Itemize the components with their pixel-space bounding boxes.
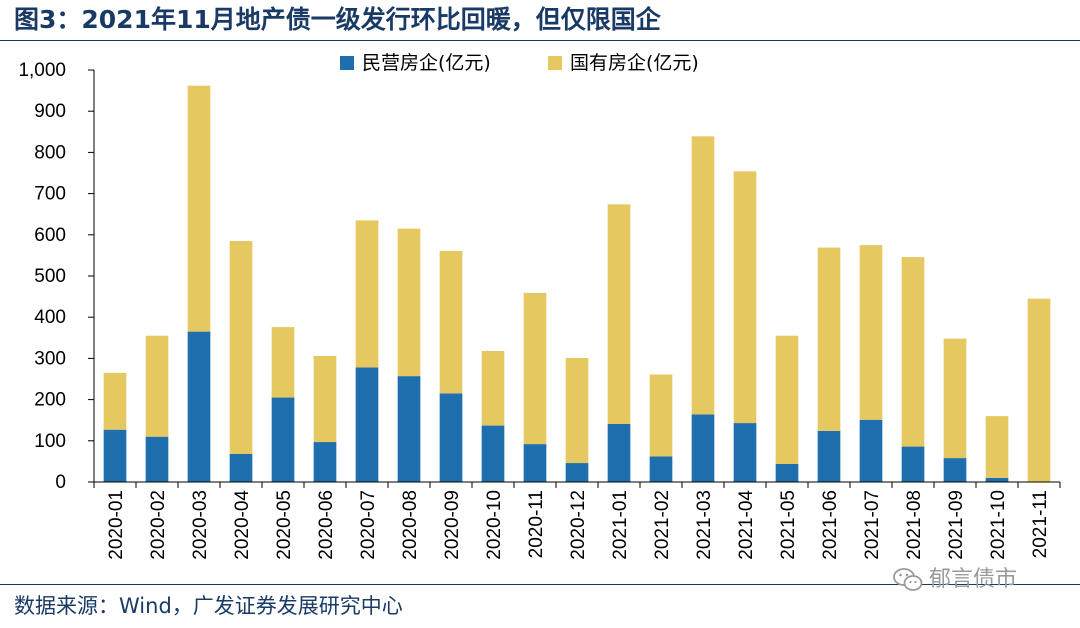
- x-tick-label: 2021-06: [820, 490, 841, 560]
- bar-segment-state-2020-06: [313, 355, 337, 443]
- legend-label-state: 国有房企(亿元): [570, 52, 699, 74]
- bar-segment-private-2021-03: [691, 414, 715, 482]
- bar-segment-private-2020-06: [313, 442, 337, 482]
- y-tick-label: 700: [34, 184, 66, 205]
- bar-segment-state-2021-09: [943, 338, 967, 459]
- bar-segment-state-2021-06: [817, 247, 841, 431]
- legend-label-private: 民营房企(亿元): [362, 52, 491, 74]
- bar-segment-private-2020-09: [439, 393, 463, 482]
- y-tick-label: 900: [34, 101, 66, 122]
- bar-segment-private-2020-11: [523, 444, 547, 482]
- bar-segment-state-2020-03: [187, 85, 211, 332]
- bar-segment-state-2020-01: [103, 372, 127, 430]
- x-tick-label: 2021-09: [946, 490, 967, 560]
- watermark: 郁言债市: [893, 560, 1017, 600]
- bar-segment-state-2020-11: [523, 292, 547, 445]
- y-tick-label: 1,000: [18, 60, 66, 81]
- footer-divider: [0, 584, 1080, 585]
- y-tick-label: 400: [34, 307, 66, 328]
- bar-segment-private-2021-09: [943, 458, 967, 482]
- title-divider: [0, 40, 1080, 41]
- bar-segment-state-2021-05: [775, 335, 799, 464]
- bar-segment-private-2020-05: [271, 397, 295, 482]
- bar-segment-private-2021-06: [817, 430, 841, 482]
- x-tick-label: 2020-03: [190, 490, 211, 560]
- bar-segment-private-2021-08: [901, 446, 925, 482]
- bar-segment-private-2020-03: [187, 331, 211, 482]
- bar-segment-private-2020-01: [103, 429, 127, 482]
- y-tick-label: 500: [34, 266, 66, 287]
- bar-segment-private-2021-02: [649, 456, 673, 482]
- x-axis: 2020-01 2020-02 2020-03 2020-04 2020-05 2020-…: [93, 481, 1061, 560]
- bar-segment-state-2021-07: [859, 245, 883, 420]
- y-tick-label: 600: [34, 225, 66, 246]
- x-tick-label: 2020-08: [400, 490, 421, 560]
- x-tick-label: 2020-02: [148, 490, 169, 560]
- bar-segment-private-2020-04: [229, 453, 253, 482]
- legend: 民营房企(亿元) 国有房企(亿元): [340, 52, 699, 74]
- x-tick-label: 2020-11: [526, 490, 547, 558]
- wechat-icon: [893, 568, 923, 591]
- bar-segment-state-2021-04: [733, 171, 757, 424]
- bar-segment-state-2020-08: [397, 228, 421, 377]
- x-tick-label: 2021-03: [694, 490, 715, 560]
- bar-segment-state-2020-09: [439, 250, 463, 394]
- bar-segment-state-2021-08: [901, 257, 925, 447]
- source-note: 数据来源：Wind，广发证券发展研究中心: [14, 594, 403, 618]
- bar-segment-state-2021-11: [1027, 298, 1051, 482]
- bar-segment-state-2020-10: [481, 350, 505, 426]
- x-tick-label: 2021-04: [736, 490, 757, 560]
- x-tick-label: 2021-02: [652, 490, 673, 560]
- x-tick-label: 2020-10: [484, 490, 505, 560]
- bar-segment-private-2021-01: [607, 423, 631, 482]
- bar-segment-private-2021-05: [775, 463, 799, 482]
- bar-segment-state-2020-02: [145, 335, 169, 437]
- legend-swatch-state: [548, 56, 562, 70]
- x-tick-label: 2021-10: [988, 490, 1009, 560]
- x-tick-label: 2020-04: [232, 490, 253, 560]
- bar-segment-private-2020-02: [145, 436, 169, 482]
- x-tick-label: 2020-01: [106, 490, 127, 560]
- bar-segment-state-2020-12: [565, 357, 589, 464]
- bar-segment-private-2020-07: [355, 367, 379, 482]
- x-tick-label: 2021-11: [1030, 490, 1051, 558]
- bar-segment-state-2020-05: [271, 327, 295, 398]
- bar-segment-state-2021-10: [985, 416, 1009, 478]
- watermark-text: 郁言债市: [929, 567, 1018, 592]
- bar-segment-state-2020-04: [229, 240, 253, 454]
- x-tick-label: 2020-06: [316, 490, 337, 560]
- x-tick-label: 2020-05: [274, 490, 295, 560]
- chart-title: 图3：2021年11月地产债一级发行环比回暖，但仅限国企: [14, 5, 661, 34]
- y-tick-label: 0: [55, 472, 66, 493]
- y-tick-label: 100: [34, 431, 66, 452]
- bars: [103, 85, 1051, 482]
- bar-segment-state-2021-02: [649, 374, 673, 457]
- y-tick-label: 300: [34, 348, 66, 369]
- x-tick-label: 2020-07: [358, 490, 379, 560]
- x-tick-label: 2021-05: [778, 490, 799, 560]
- y-axis: 0 100 200 300 400 500 600 700 800 900 1,000: [18, 60, 95, 493]
- bar-segment-private-2020-08: [397, 376, 421, 482]
- stacked-bar-chart: 民营房企(亿元) 国有房企(亿元) 0 100 200 300 400 500 600 700 8…: [18, 52, 1061, 560]
- y-tick-label: 200: [34, 390, 66, 411]
- bar-segment-private-2021-10: [985, 477, 1009, 482]
- x-tick-label: 2021-01: [610, 490, 631, 560]
- x-tick-label: 2020-09: [442, 490, 463, 560]
- bar-segment-private-2021-07: [859, 419, 883, 482]
- x-tick-label: 2021-07: [862, 490, 883, 560]
- x-tick-label: 2021-08: [904, 490, 925, 560]
- bar-segment-state-2021-03: [691, 136, 715, 415]
- bar-segment-private-2020-12: [565, 463, 589, 482]
- bar-segment-private-2020-10: [481, 425, 505, 482]
- bar-segment-state-2021-01: [607, 204, 631, 424]
- legend-swatch-private: [340, 56, 354, 70]
- y-tick-label: 800: [34, 142, 66, 163]
- x-tick-label: 2020-12: [568, 490, 589, 560]
- bar-segment-state-2020-07: [355, 220, 379, 368]
- bar-segment-private-2021-04: [733, 423, 757, 482]
